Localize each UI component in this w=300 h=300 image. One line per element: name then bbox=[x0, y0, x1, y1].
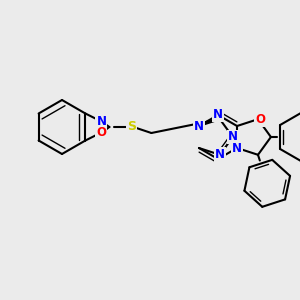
Text: O: O bbox=[255, 113, 265, 126]
Text: O: O bbox=[96, 126, 106, 139]
Text: N: N bbox=[213, 109, 223, 122]
Text: N: N bbox=[194, 119, 204, 133]
Text: N: N bbox=[232, 142, 242, 154]
Text: S: S bbox=[127, 121, 136, 134]
Text: N: N bbox=[215, 148, 225, 161]
Text: N: N bbox=[96, 115, 106, 128]
Text: N: N bbox=[228, 130, 238, 143]
